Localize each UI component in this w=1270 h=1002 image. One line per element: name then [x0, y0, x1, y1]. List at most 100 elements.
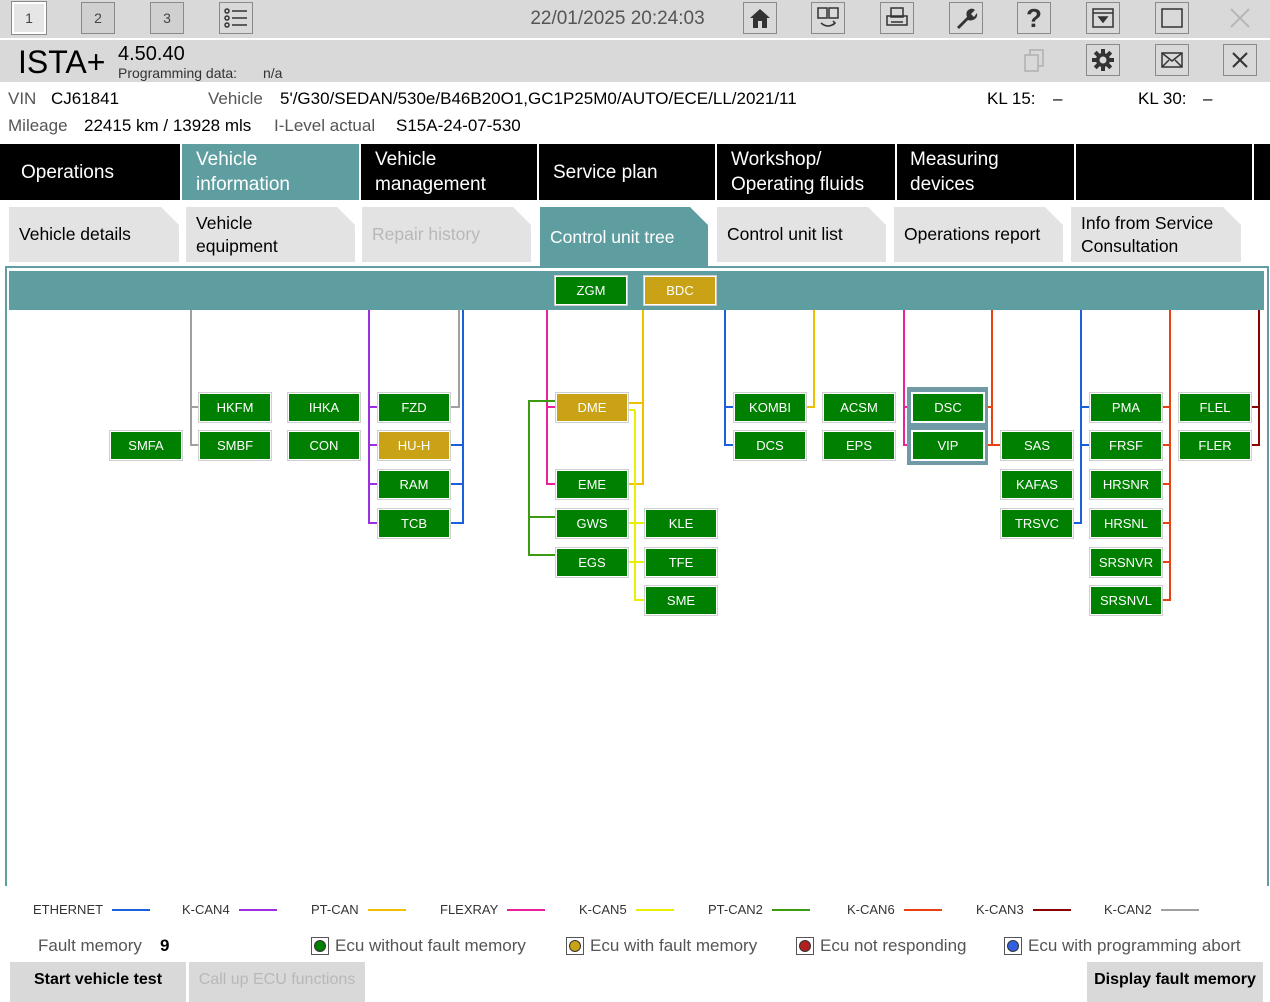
ecu-smbf[interactable]: SMBF: [198, 430, 272, 461]
copy-icon: [1017, 44, 1051, 76]
subtab-vehicle-details-label: Vehicle details: [19, 224, 131, 244]
home-icon[interactable]: [743, 2, 777, 34]
legend-kcan6-label: K-CAN6: [847, 902, 895, 917]
kcan3-line: [1251, 310, 1260, 446]
ecu-hrsnl[interactable]: HRSNL: [1089, 508, 1163, 539]
vehicle-label: Vehicle: [208, 89, 263, 108]
ecu-ram[interactable]: RAM: [377, 469, 451, 500]
subtab-info-service-consultation[interactable]: Info from Service Consultation: [1071, 207, 1241, 262]
subtab-vehicle-details[interactable]: Vehicle details: [9, 207, 179, 262]
ecu-tcb[interactable]: TCB: [377, 508, 451, 539]
ecu-eps[interactable]: EPS: [822, 430, 896, 461]
legend-kcan6-swatch: [903, 908, 942, 911]
start-vehicle-test-button[interactable]: Start vehicle test: [10, 962, 186, 1002]
tab-workshop-operating-fluids[interactable]: Workshop/ Operating fluids: [717, 144, 895, 200]
session-3-button[interactable]: 3: [150, 2, 184, 34]
ecu-hkfm[interactable]: HKFM: [198, 392, 272, 423]
ecu-srsnvr[interactable]: SRSNVR: [1089, 547, 1163, 578]
legend-ptcan-label: PT-CAN: [311, 902, 359, 917]
ecu-gws[interactable]: GWS: [555, 508, 629, 539]
legend-kcan4-swatch: [238, 908, 277, 911]
mail-icon[interactable]: [1155, 44, 1189, 76]
ecu-sas[interactable]: SAS: [1000, 430, 1074, 461]
settings-gear-icon[interactable]: [1086, 44, 1120, 76]
ecu-egs[interactable]: EGS: [555, 547, 629, 578]
help-icon[interactable]: ?: [1017, 2, 1051, 34]
ecu-fler[interactable]: FLER: [1178, 430, 1252, 461]
subtab-vehicle-equipment-label: Vehicle equipment: [196, 212, 278, 256]
tab-measuring-devices[interactable]: Measuring devices: [897, 144, 1074, 200]
ecu-acsm[interactable]: ACSM: [822, 392, 896, 423]
legend-kcan4: K-CAN4: [182, 902, 277, 917]
ecu-con[interactable]: CON: [287, 430, 361, 461]
tab-vehicle-information[interactable]: Vehicle information: [182, 144, 359, 200]
programming-data-value: n/a: [263, 65, 283, 81]
subtab-control-unit-tree-label: Control unit tree: [550, 226, 675, 247]
subtab-repair-history-label: Repair history: [372, 224, 480, 244]
translate-icon[interactable]: [811, 2, 845, 34]
legend-flexray: FLEXRAY: [440, 902, 546, 917]
ecu-sme[interactable]: SME: [644, 585, 718, 616]
status-without-fault-label: Ecu without fault memory: [335, 936, 526, 955]
subtab-vehicle-equipment[interactable]: Vehicle equipment: [186, 207, 355, 262]
legend-kcan5: K-CAN5: [579, 902, 674, 917]
tab-vehicle-management[interactable]: Vehicle management: [361, 144, 537, 200]
ecu-tfe[interactable]: TFE: [644, 547, 718, 578]
blue-dot-icon: [1007, 940, 1019, 952]
ecu-frsf[interactable]: FRSF: [1089, 430, 1163, 461]
tab-empty: [1076, 144, 1252, 200]
window-icon[interactable]: [1155, 2, 1189, 34]
ecu-kle[interactable]: KLE: [644, 508, 718, 539]
list-icon[interactable]: [219, 2, 253, 34]
datetime-display: 22/01/2025 20:24:03: [530, 8, 705, 29]
wrench-icon[interactable]: [949, 2, 983, 34]
ecu-kafas[interactable]: KAFAS: [1000, 469, 1074, 500]
ecu-bdc[interactable]: BDC: [643, 275, 717, 306]
ecu-fzd[interactable]: FZD: [377, 392, 451, 423]
ecu-zgm[interactable]: ZGM: [554, 275, 628, 306]
tab-service-plan[interactable]: Service plan: [539, 144, 715, 200]
app-name: ISTA+: [18, 44, 106, 80]
ecu-dsc[interactable]: DSC: [911, 392, 985, 423]
subtab-operations-report[interactable]: Operations report: [894, 207, 1063, 262]
legend-flexray-swatch: [507, 908, 546, 911]
print-icon[interactable]: [880, 2, 914, 34]
ecu-trsvc[interactable]: TRSVC: [1000, 508, 1074, 539]
ecu-vip[interactable]: VIP: [911, 430, 985, 461]
legend-kcan2: K-CAN2: [1104, 902, 1199, 917]
kcan2-line: [190, 310, 199, 446]
fault-memory-label: Fault memory: [38, 936, 142, 955]
tab-operations[interactable]: Operations: [0, 144, 180, 200]
ecu-ihka[interactable]: IHKA: [287, 392, 361, 423]
session-2-button[interactable]: 2: [81, 2, 115, 34]
display-fault-memory-button[interactable]: Display fault memory: [1087, 962, 1263, 1002]
close-icon[interactable]: [1223, 2, 1257, 34]
session-1-button[interactable]: 1: [11, 1, 47, 35]
gateway-bar: [9, 271, 1264, 310]
ecu-kombi[interactable]: KOMBI: [733, 392, 807, 423]
ecu-eme[interactable]: EME: [555, 469, 629, 500]
minimize-icon[interactable]: [1086, 2, 1120, 34]
subtab-control-unit-tree[interactable]: Control unit tree: [540, 207, 708, 267]
programming-data-label: Programming data:: [118, 65, 238, 81]
close-session-icon[interactable]: [1223, 44, 1257, 76]
ecu-pma[interactable]: PMA: [1089, 392, 1163, 423]
ecu-srsnvl[interactable]: SRSNVL: [1089, 585, 1163, 616]
main-navigation: Operations Vehicle information Vehicle m…: [0, 144, 1270, 200]
ethernet-line-a: [450, 310, 464, 524]
red-dot-icon: [799, 940, 811, 952]
yellow-dot-icon: [569, 940, 581, 952]
ecu-flel[interactable]: FLEL: [1178, 392, 1252, 423]
legend-kcan3-swatch: [1032, 908, 1071, 911]
ecu-hrsnr[interactable]: HRSNR: [1089, 469, 1163, 500]
kl15-label: KL 15:: [987, 89, 1036, 108]
ethernet-line-c: [1074, 310, 1089, 524]
ecu-dcs[interactable]: DCS: [733, 430, 807, 461]
status-programming-abort-label: Ecu with programming abort: [1028, 936, 1241, 955]
tab-vehicle-management-label: Vehicle management: [375, 149, 486, 195]
ecu-dme[interactable]: DME: [555, 392, 629, 423]
ecu-smfa[interactable]: SMFA: [109, 430, 183, 461]
legend-ptcan: PT-CAN: [311, 902, 406, 917]
subtab-control-unit-list[interactable]: Control unit list: [717, 207, 886, 262]
ecu-hu-h[interactable]: HU-H: [377, 430, 451, 461]
